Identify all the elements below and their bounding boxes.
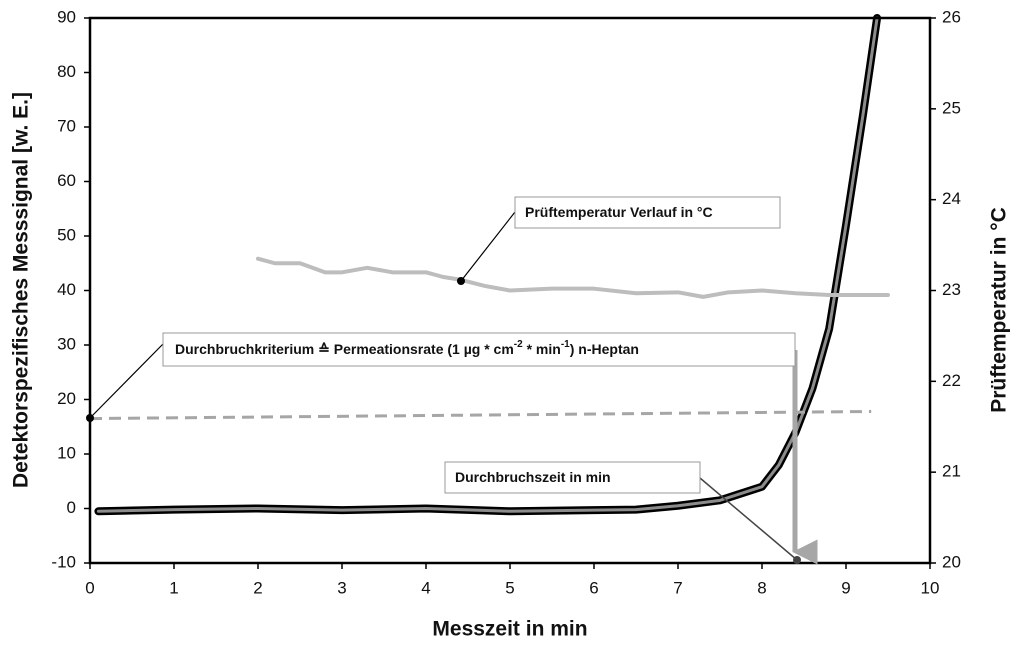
x-tick-label: 2 <box>253 578 262 597</box>
x-axis-title: Messzeit in min <box>432 618 587 641</box>
annotation-box <box>514 196 781 229</box>
y-tick-label: 20 <box>57 389 76 408</box>
y-tick-label: 0 <box>67 498 76 517</box>
annotation-box <box>444 461 701 494</box>
temperature-line <box>256 256 890 299</box>
annotation-text: Durchbruchszeit in min <box>455 469 611 485</box>
y-tick-label: 90 <box>57 7 76 26</box>
x-tick-label: 3 <box>337 578 346 597</box>
y-tick-label: 40 <box>57 280 76 299</box>
annotation-part: ) n-Heptan <box>570 341 639 357</box>
y2-tick-label: 20 <box>942 552 961 571</box>
x-tick-label: 6 <box>589 578 598 597</box>
y2-tick-label: 25 <box>942 98 961 117</box>
x-tick-label: 8 <box>757 578 766 597</box>
x-tick-label: 7 <box>673 578 682 597</box>
y-tick-label: 60 <box>57 171 76 190</box>
annotation-part: Durchbruchszeit in min <box>455 469 611 485</box>
annotation-part: * min <box>523 341 561 357</box>
y-tick-label: 50 <box>57 225 76 244</box>
y-tick-label: 10 <box>57 443 76 462</box>
y2-axis-title: Prüftemperatur in °C <box>988 207 1011 413</box>
x-tick-label: 5 <box>505 578 514 597</box>
x-tick-label: 4 <box>421 578 430 597</box>
x-tick-label: 10 <box>921 578 940 597</box>
annotation-part: Prüftemperatur Verlauf in °C <box>525 204 713 220</box>
annotation: Durchbruchszeit in min <box>444 461 701 494</box>
annotation-box <box>162 332 796 367</box>
y2-tick-label: 23 <box>942 280 961 299</box>
signal-line <box>96 16 879 513</box>
signal-line-outline <box>94 14 882 516</box>
y2-tick-label: 24 <box>942 189 961 208</box>
y2-tick-label: 22 <box>942 371 961 390</box>
leader-line <box>699 477 798 561</box>
x-tick-label: 1 <box>169 578 178 597</box>
x-tick-label: 0 <box>85 578 94 597</box>
annotation-text: Prüftemperatur Verlauf in °C <box>525 204 713 220</box>
annotation: Durchbruchkriterium ≙ Permeationsrate (1… <box>162 332 796 367</box>
criterion-line <box>89 409 872 421</box>
x-tick-label: 9 <box>841 578 850 597</box>
y2-tick-label: 21 <box>942 462 961 481</box>
leader-line <box>460 211 516 282</box>
annotation-text: Durchbruchkriterium ≙ Permeationsrate (1… <box>175 339 639 357</box>
y-tick-label: 70 <box>57 116 76 135</box>
y-tick-label: -10 <box>51 552 76 571</box>
annotation-part: Durchbruchkriterium ≙ Permeationsrate (1… <box>175 341 514 357</box>
y-axis-title: Detektorspezifisches Messsignal [w. E.] <box>10 92 33 488</box>
y2-tick-label: 26 <box>942 7 961 26</box>
y-tick-label: 30 <box>57 334 76 353</box>
pointer-dot <box>86 414 94 422</box>
plot-frame <box>88 16 932 565</box>
y-tick-label: 80 <box>57 62 76 81</box>
pointer-dot <box>457 277 465 285</box>
annotation: Prüftemperatur Verlauf in °C <box>514 196 781 229</box>
superscript: -1 <box>561 339 570 350</box>
leader-line <box>89 343 164 419</box>
pointer-dot <box>793 556 801 564</box>
superscript: -2 <box>514 339 523 350</box>
